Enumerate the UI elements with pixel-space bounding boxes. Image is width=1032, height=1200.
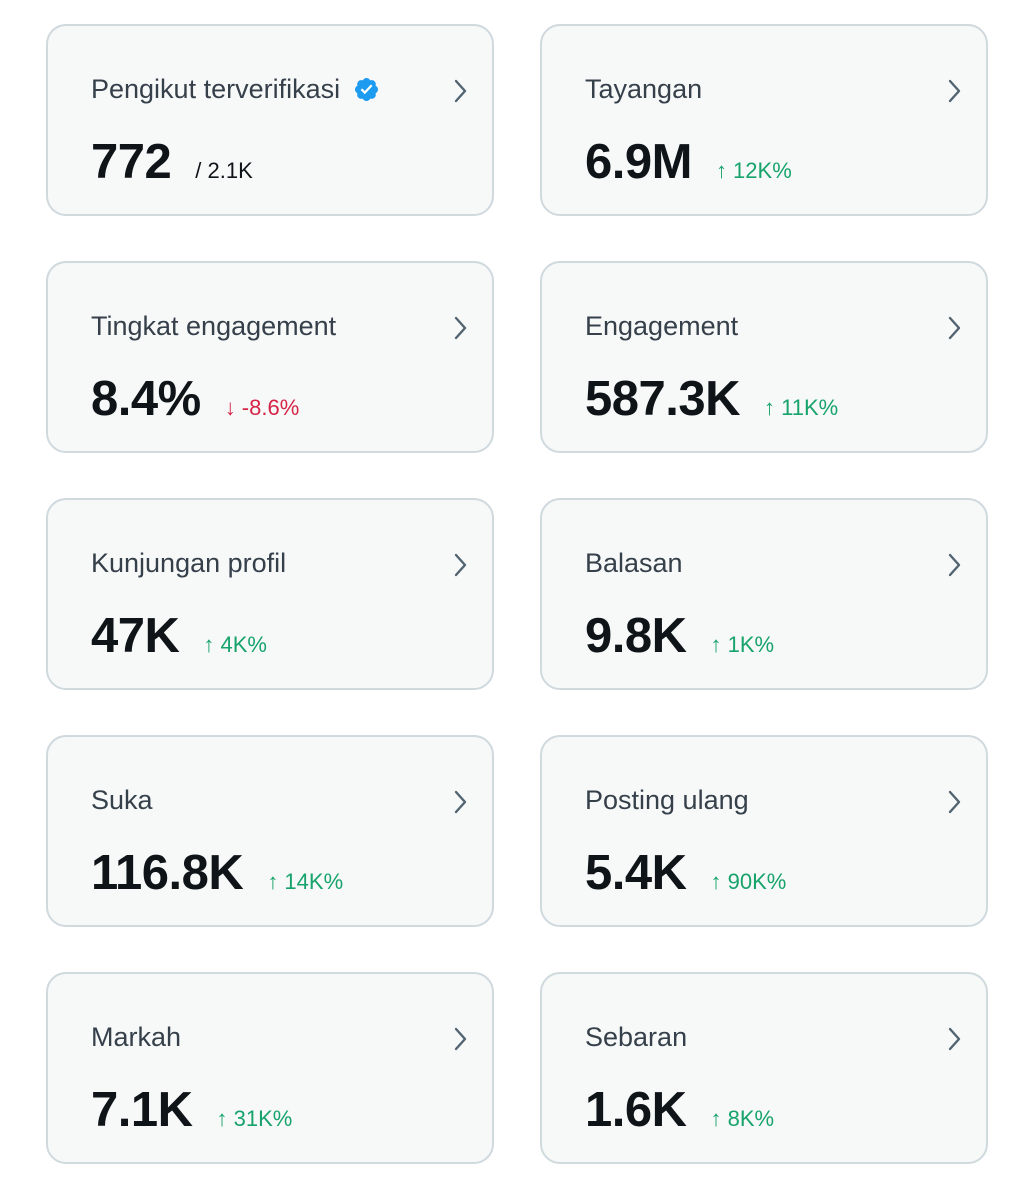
- card-title: Balasan: [585, 546, 683, 580]
- metric-change-down: ↓ -8.6%: [224, 395, 300, 420]
- value-row: 7.1K ↑ 31K%: [91, 1082, 292, 1138]
- card-replies[interactable]: Balasan 9.8K ↑ 1K%: [540, 498, 988, 690]
- chevron-right-icon[interactable]: [944, 78, 966, 104]
- metric-change-up: ↑ 90K%: [710, 869, 787, 894]
- card-engagement[interactable]: Engagement 587.3K ↑ 11K%: [540, 261, 988, 453]
- card-title: Engagement: [585, 309, 738, 343]
- metric-change-up: ↑ 14K%: [267, 869, 344, 894]
- value-row: 587.3K ↑ 11K%: [585, 371, 838, 427]
- card-label: Sebaran: [585, 1022, 688, 1052]
- value-row: 9.8K ↑ 1K%: [585, 608, 774, 664]
- card-verified-followers[interactable]: Pengikut terverifikasi 772 / 2.1K: [46, 24, 494, 216]
- card-title: Suka: [91, 783, 153, 817]
- card-views[interactable]: Tayangan 6.9M ↑ 12K%: [540, 24, 988, 216]
- card-profile-visits[interactable]: Kunjungan profil 47K ↑ 4K%: [46, 498, 494, 690]
- metric-value: 9.8K: [585, 609, 687, 663]
- card-title: Sebaran: [585, 1020, 687, 1054]
- value-row: 116.8K ↑ 14K%: [91, 845, 343, 901]
- card-label: Tingkat engagement: [91, 311, 337, 341]
- value-row: 5.4K ↑ 90K%: [585, 845, 786, 901]
- card-label: Tayangan: [585, 74, 703, 104]
- chevron-right-icon[interactable]: [944, 1026, 966, 1052]
- chevron-right-icon[interactable]: [944, 789, 966, 815]
- card-label: Markah: [91, 1022, 182, 1052]
- card-title: Posting ulang: [585, 783, 749, 817]
- card-title: Pengikut terverifikasi: [91, 72, 380, 106]
- metric-total: / 2.1K: [195, 158, 253, 183]
- card-reposts[interactable]: Posting ulang 5.4K ↑ 90K%: [540, 735, 988, 927]
- metric-value: 5.4K: [585, 846, 687, 900]
- card-label: Pengikut terverifikasi: [91, 74, 341, 104]
- card-label: Balasan: [585, 548, 683, 578]
- value-row: 47K ↑ 4K%: [91, 608, 267, 664]
- metric-change-up: ↑ 11K%: [764, 395, 839, 420]
- card-label: Engagement: [585, 311, 739, 341]
- card-bookmarks[interactable]: Markah 7.1K ↑ 31K%: [46, 972, 494, 1164]
- metric-change-up: ↑ 31K%: [216, 1106, 293, 1131]
- value-row: 772 / 2.1K: [91, 134, 253, 190]
- metric-value: 1.6K: [585, 1083, 687, 1137]
- metric-value: 7.1K: [91, 1083, 193, 1137]
- analytics-card-grid: Pengikut terverifikasi 772 / 2.1K Tayang…: [46, 24, 988, 1164]
- card-title: Tingkat engagement: [91, 309, 336, 343]
- card-label: Kunjungan profil: [91, 548, 287, 578]
- chevron-right-icon[interactable]: [944, 552, 966, 578]
- card-title: Tayangan: [585, 72, 702, 106]
- metric-value: 587.3K: [585, 372, 741, 426]
- card-engagement-rate[interactable]: Tingkat engagement 8.4% ↓ -8.6%: [46, 261, 494, 453]
- metric-value: 6.9M: [585, 135, 692, 189]
- chevron-right-icon[interactable]: [450, 552, 472, 578]
- chevron-right-icon[interactable]: [450, 789, 472, 815]
- value-row: 8.4% ↓ -8.6%: [91, 371, 299, 427]
- card-label: Suka: [91, 785, 153, 815]
- chevron-right-icon[interactable]: [450, 1026, 472, 1052]
- value-row: 6.9M ↑ 12K%: [585, 134, 792, 190]
- metric-change-up: ↑ 12K%: [715, 158, 792, 183]
- card-title: Kunjungan profil: [91, 546, 286, 580]
- metric-value: 772: [91, 135, 172, 189]
- metric-value: 116.8K: [91, 846, 244, 900]
- card-likes[interactable]: Suka 116.8K ↑ 14K%: [46, 735, 494, 927]
- card-shares[interactable]: Sebaran 1.6K ↑ 8K%: [540, 972, 988, 1164]
- chevron-right-icon[interactable]: [450, 78, 472, 104]
- metric-change-up: ↑ 1K%: [710, 632, 775, 657]
- chevron-right-icon[interactable]: [450, 315, 472, 341]
- metric-value: 8.4%: [91, 372, 201, 426]
- metric-change-up: ↑ 8K%: [710, 1106, 775, 1131]
- chevron-right-icon[interactable]: [944, 315, 966, 341]
- verified-badge-icon: [353, 76, 380, 103]
- value-row: 1.6K ↑ 8K%: [585, 1082, 774, 1138]
- metric-change-up: ↑ 4K%: [203, 632, 267, 657]
- card-label: Posting ulang: [585, 785, 749, 815]
- card-title: Markah: [91, 1020, 181, 1054]
- metric-value: 47K: [91, 609, 180, 663]
